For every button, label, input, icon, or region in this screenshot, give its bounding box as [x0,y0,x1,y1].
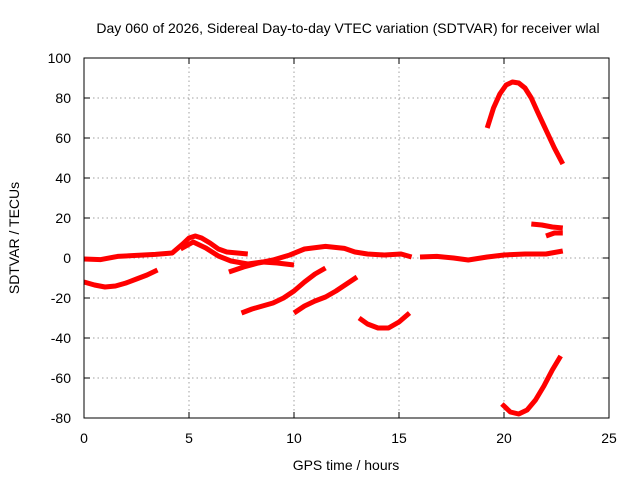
series-line-track-l [500,354,563,417]
y-tick-label: 20 [55,210,71,226]
y-axis-label: SDTVAR / TECUs [6,182,22,294]
series-line-track-h [357,311,412,331]
y-tick-label: -60 [51,370,71,386]
series-line-track-d [419,248,564,263]
series-line-track-j [531,221,564,231]
series-line-track-f [240,265,327,316]
series-line-track-c [228,243,413,275]
y-tick-label: -80 [51,410,71,426]
series-line-track-i [484,79,566,166]
series-line-track-e [83,267,159,290]
x-axis-label: GPS time / hours [293,457,400,473]
series-line-track-g [292,274,359,316]
chart-title: Day 060 of 2026, Sidereal Day-to-day VTE… [96,20,599,36]
x-tick-label: 15 [391,430,407,446]
x-tick-label: 10 [286,430,302,446]
y-tick-label: 40 [55,170,71,186]
x-tick-label: 0 [80,430,88,446]
x-tick-label: 25 [601,430,617,446]
x-tick-label: 20 [496,430,512,446]
y-tick-label: -20 [51,290,71,306]
plot-frame [83,57,610,419]
y-tick-label: 0 [63,250,71,266]
series-line-track-k [545,230,563,239]
y-tick-label: -40 [51,330,71,346]
y-tick-label: 80 [55,90,71,106]
series-line-track-a [83,233,249,263]
data-series [83,79,566,417]
x-tick-label: 5 [185,430,193,446]
gridlines [84,58,609,418]
y-tick-label: 60 [55,130,71,146]
axis-ticks: 0 5 10 15 20 25 -80 -60 -40 -20 0 20 40 60 80 100 [48,50,617,446]
y-tick-label: 100 [48,50,72,66]
